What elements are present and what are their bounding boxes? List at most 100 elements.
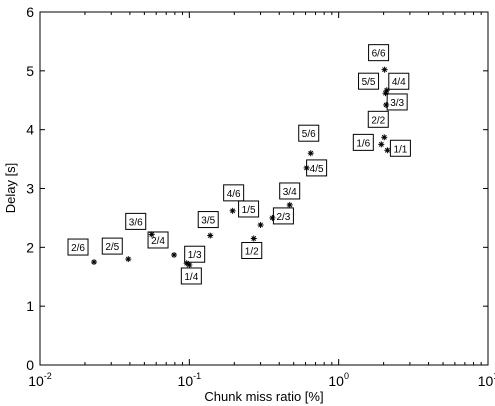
point-label: 6/6	[368, 44, 390, 62]
data-point	[257, 221, 264, 228]
data-point	[250, 235, 257, 242]
data-point	[383, 101, 390, 108]
point-label: 3/4	[279, 182, 301, 200]
point-label: 1/6	[352, 133, 374, 151]
y-tick-label: 5	[26, 63, 34, 79]
x-tick-base: 10	[178, 373, 194, 389]
data-point	[381, 134, 388, 141]
point-label-box	[238, 200, 260, 218]
point-label: 3/3	[386, 93, 408, 111]
point-label-box	[241, 242, 263, 260]
x-tick-base: 10	[328, 373, 344, 389]
point-label-box	[368, 44, 390, 62]
point-label-text: 1/3	[188, 250, 202, 261]
x-tick-label: 10-1	[178, 371, 202, 389]
point-label-box	[298, 124, 320, 142]
point-label-text: 3/5	[201, 216, 215, 227]
point-label-text: 1/1	[393, 144, 407, 155]
y-tick-label: 1	[26, 298, 34, 314]
data-point	[186, 261, 193, 268]
data-point	[378, 141, 385, 148]
point-label-text: 1/5	[242, 205, 256, 216]
point-label-box	[389, 139, 411, 157]
x-tick-label: 100	[328, 371, 349, 389]
point-label-text: 2/4	[151, 236, 165, 247]
data-point	[383, 87, 390, 94]
data-point	[307, 150, 314, 157]
point-label-text: 3/4	[283, 187, 297, 198]
point-label: 2/2	[367, 110, 389, 128]
point-label: 4/6	[223, 184, 245, 202]
plot-area	[39, 11, 489, 366]
x-tick-exponent: -1	[193, 371, 201, 381]
y-tick-label: 6	[26, 4, 34, 20]
point-label-text: 5/6	[302, 129, 316, 140]
point-label: 3/5	[197, 211, 219, 229]
data-point	[269, 214, 276, 221]
point-label-box	[125, 212, 147, 230]
point-label: 3/6	[125, 212, 147, 230]
point-label-box	[358, 72, 380, 90]
point-label-box	[386, 93, 408, 111]
x-tick-base: 10	[478, 373, 494, 389]
point-label-box	[272, 207, 294, 225]
point-label-box	[180, 267, 202, 285]
point-label-box	[367, 110, 389, 128]
y-tick-label: 0	[26, 357, 34, 373]
point-label-text: 1/6	[356, 138, 370, 149]
point-label-box	[223, 184, 245, 202]
point-label-text: 2/3	[276, 212, 290, 223]
point-label-text: 2/2	[371, 115, 385, 126]
data-point	[229, 207, 236, 214]
y-axis-label: Delay [s]	[3, 163, 18, 214]
point-label-text: 4/6	[227, 189, 241, 200]
point-label-text: 2/6	[71, 243, 85, 254]
data-point	[381, 66, 388, 73]
point-label: 2/3	[272, 207, 294, 225]
point-label-box	[197, 211, 219, 229]
x-tick-base: 10	[28, 373, 44, 389]
x-tick-exponent: -2	[44, 371, 52, 381]
point-label-box	[388, 72, 410, 90]
data-point	[286, 201, 293, 208]
x-tick-label: 10-2	[28, 371, 52, 389]
point-label: 4/4	[388, 72, 410, 90]
point-label-text: 2/5	[105, 242, 119, 253]
data-point	[207, 232, 214, 239]
point-label: 5/5	[358, 72, 380, 90]
point-label: 1/4	[180, 267, 202, 285]
point-label-box	[67, 238, 89, 256]
y-tick-label: 4	[26, 122, 34, 138]
point-label-text: 4/4	[392, 77, 406, 88]
point-label: 1/5	[238, 200, 260, 218]
point-label-text: 3/3	[390, 98, 404, 109]
point-label: 1/2	[241, 242, 263, 260]
y-tick-label: 3	[26, 181, 34, 197]
x-tick-exponent: 0	[344, 371, 349, 381]
data-point	[384, 147, 391, 154]
data-point	[125, 256, 132, 263]
point-label-box	[101, 237, 123, 255]
point-label-box	[352, 133, 374, 151]
data-point	[171, 251, 178, 258]
point-label: 1/3	[184, 245, 206, 263]
y-tick-label: 2	[26, 239, 34, 255]
data-point	[91, 259, 98, 266]
point-label-text: 4/5	[310, 164, 324, 175]
point-label: 2/6	[67, 238, 89, 256]
point-label-text: 1/2	[245, 247, 259, 258]
point-label-text: 6/6	[372, 49, 386, 60]
point-label: 5/6	[298, 124, 320, 142]
point-label-text: 1/4	[184, 272, 198, 283]
point-label-box	[184, 245, 206, 263]
points-layer	[91, 66, 391, 268]
x-tick-exponent: 1	[493, 371, 495, 381]
point-label-text: 3/6	[129, 217, 143, 228]
data-point	[148, 231, 155, 238]
data-point	[303, 164, 310, 171]
point-label: 2/5	[101, 237, 123, 255]
point-labels-layer: 2/6 2/5 3/6 2/4 1/3 1/4 3/5 4/61/5 1/2 2/3 3/4 4/5 5…	[67, 44, 411, 285]
x-tick-label: 101	[478, 371, 495, 389]
